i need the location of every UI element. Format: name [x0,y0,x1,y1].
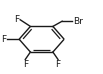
Text: Br: Br [73,17,83,26]
Text: F: F [15,15,20,24]
Text: F: F [23,60,28,69]
Text: F: F [1,35,6,44]
Text: F: F [55,60,61,69]
